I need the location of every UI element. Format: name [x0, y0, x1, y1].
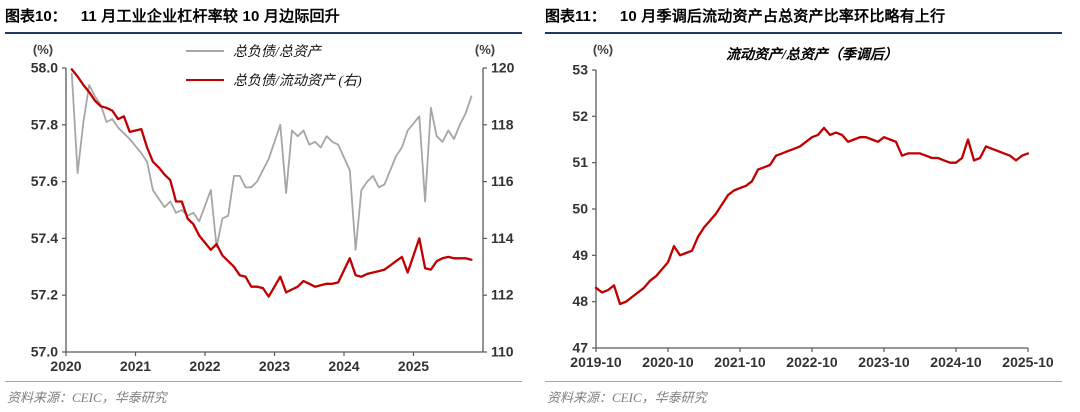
figure-11-left-axis-unit: (%) [592, 42, 614, 57]
figure-11-header: 图表11： 10 月季调后流动资产占总资产比率环比略有上行 [545, 3, 1062, 34]
series-line-left [594, 126, 1030, 306]
x-axis-tick-label: 2020-10 [642, 354, 694, 370]
figure-10-left-axis-unit: (%) [32, 42, 54, 57]
x-axis-tick-label: 2021-10 [714, 354, 766, 370]
y-axis-tick-label: 57.0 [31, 344, 58, 360]
figure-10-right-axis-unit: (%) [474, 42, 496, 57]
y-axis-tick-label: 57.2 [31, 287, 58, 303]
figure-11-footer: 资料来源：CEIC，华泰研究 [545, 381, 1062, 407]
x-axis-tick-label: 2021 [120, 358, 151, 374]
y-axis-tick-label: 58.0 [31, 60, 58, 76]
x-axis-tick-label: 2024-10 [930, 354, 982, 370]
x-axis-tick-label: 2019-10 [570, 354, 622, 370]
x-axis-tick-label: 2023 [259, 358, 290, 374]
x-axis-tick-label: 2022-10 [786, 354, 838, 370]
y-axis-tick-label: 51 [572, 154, 588, 170]
figure-10-source: 资料来源：CEIC，华泰研究 [7, 390, 167, 405]
gray-line-swatch [186, 49, 224, 53]
y-axis-tick-label: 57.6 [31, 173, 58, 189]
y-axis-tick-label: 57.8 [31, 116, 58, 132]
figure-11-source: 资料来源：CEIC，华泰研究 [547, 390, 707, 405]
y-axis-tick-label: 47 [572, 340, 588, 356]
y-axis-tick-label: 49 [572, 247, 588, 263]
figure-11-inner-title: 流动资产/总资产（季调后） [726, 48, 898, 63]
figure-10-label: 图表10： [5, 8, 67, 25]
figure-11-title: 10 月季调后流动资产占总资产比率环比略有上行 [619, 8, 946, 25]
x-axis-tick-label: 2025 [398, 358, 429, 374]
series-line-right [70, 68, 473, 298]
y-axis-tick-label: 48 [572, 293, 588, 309]
figure-10-header: 图表10： 11 月工业企业杠杆率较 10 月边际回升 [5, 3, 522, 34]
red-line-swatch [186, 78, 224, 82]
legend-item-total-liabilities-to-total-assets: 总负债/总资产 [186, 41, 362, 61]
figure-10-legend: 总负债/总资产 总负债/流动资产 (右) [186, 41, 362, 90]
x-axis-tick-label: 2023-10 [858, 354, 910, 370]
figure-10-chart-area: (%) (%) 总负债/总资产 总负债/流动资产 (右) 57.0 57.2 57.… [5, 34, 521, 379]
y-axis-tick-label: 57.4 [31, 230, 58, 246]
y-axis-right-tick-label: 118 [491, 116, 514, 132]
figure-10-panel: 图表10： 11 月工业企业杠杆率较 10 月边际回升 (%) (%) 总负债/… [5, 3, 522, 407]
figure-11-panel: 图表11： 10 月季调后流动资产占总资产比率环比略有上行 (%) 流动资产/总… [540, 0, 1080, 412]
legend-label: 总负债/流动资产 (右) [233, 74, 362, 89]
legend-item-total-liabilities-to-current-assets: 总负债/流动资产 (右) [186, 70, 362, 90]
figure-10-footer: 资料来源：CEIC，华泰研究 [5, 381, 522, 407]
x-axis-tick-label: 2024 [328, 358, 359, 374]
figure-11-chart-area: (%) 流动资产/总资产（季调后） 47 48 49 50 51 52 53 2019-10 2… [545, 34, 1061, 379]
y-axis-tick-label: 52 [572, 108, 588, 124]
x-axis-tick-label: 2020 [50, 358, 81, 374]
legend-label: 总负债/总资产 [233, 45, 321, 60]
y-axis-tick-label: 53 [572, 62, 588, 78]
y-axis-right-tick-label: 110 [491, 344, 514, 360]
x-axis-tick-label: 2025-10 [1002, 354, 1054, 370]
current-assets-ratio-line-chart: 47 48 49 50 51 52 53 2019-10 2020-10 2021-10 2022-… [570, 62, 1054, 371]
y-axis-right-tick-label: 114 [491, 230, 514, 246]
x-axis-tick-label: 2022 [189, 358, 220, 374]
leverage-ratio-line-chart: 57.0 57.2 57.4 57.6 57.8 58.0 110 112 114 116 118 1… [31, 60, 515, 375]
figure-10-title: 11 月工业企业杠杆率较 10 月边际回升 [80, 8, 340, 25]
y-axis-right-tick-label: 116 [491, 173, 514, 189]
y-axis-tick-label: 50 [572, 201, 588, 217]
figure-11-label: 图表11： [545, 8, 606, 25]
y-axis-right-tick-label: 112 [491, 287, 514, 303]
series-line-left [70, 72, 473, 251]
y-axis-right-tick-label: 120 [491, 60, 515, 76]
